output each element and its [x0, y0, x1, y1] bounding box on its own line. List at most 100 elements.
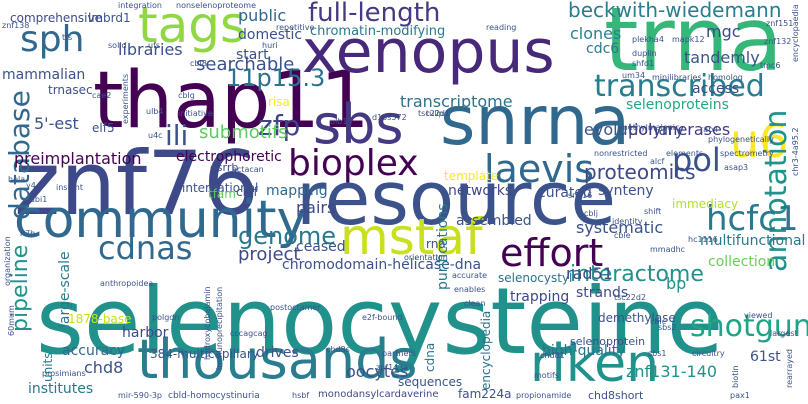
word-riken: riken: [530, 334, 660, 394]
word-cae2: cae2: [92, 91, 112, 100]
word-nonselenoproteome: nonselenoproteome: [176, 1, 256, 10]
word-prosimians: prosimians: [42, 369, 86, 378]
word-cblf: cblf: [236, 185, 258, 199]
word-international: international: [182, 181, 259, 195]
word-mstaf: mstaf: [340, 208, 483, 266]
word-elf5: elf5: [92, 121, 115, 135]
word-chd81: chd81: [540, 351, 565, 360]
word-searchable: searchable: [196, 54, 295, 75]
word-snx16: snx16: [568, 191, 593, 200]
word-hydroxycobalamin-rot: hydroxycobalamin: [203, 286, 212, 360]
word-60mum-rot: 60mum: [7, 305, 16, 336]
word-public: public: [238, 6, 287, 25]
word-propionamide: propionamide: [516, 391, 572, 400]
word-trapping: trapping: [510, 289, 570, 305]
word-comprehensive: comprehensive: [10, 11, 102, 25]
word-tfam: tfam: [208, 187, 236, 201]
word-znf151: znf151: [766, 19, 794, 28]
word-harbor: harbor: [122, 325, 169, 341]
word-hela: hela: [8, 175, 26, 184]
word-accuracy: accuracy: [62, 343, 126, 359]
word-mir-590-3p: mir-590-3p: [118, 391, 163, 400]
word-spectrometry: spectrometry: [720, 149, 774, 158]
word-resource: resource: [296, 156, 617, 242]
word-cblj: cblj: [584, 209, 598, 218]
word-transcribed: transcribed: [594, 69, 765, 104]
word-hsbf: hsbf: [292, 391, 310, 400]
word-huri: huri: [262, 41, 278, 50]
word-1878-base: 1878-base: [68, 312, 132, 326]
word-encyclopedia-rot: encyclopedia: [479, 310, 493, 390]
word-nonrestricted: nonrestricted: [594, 149, 648, 158]
word-preimplantation: preimplantation: [14, 149, 142, 168]
word-hcfc1: hcfc1: [706, 199, 799, 239]
word-partners: partners: [382, 349, 416, 358]
word-tulip: tulip: [426, 109, 444, 118]
word-shift: shift: [644, 207, 662, 216]
word-u4c: u4c: [148, 131, 163, 140]
word-sbs1: sbs1: [648, 349, 667, 358]
word-tags: tags: [138, 0, 247, 54]
word-xenopus: xenopus: [302, 17, 555, 87]
word-access: access: [692, 81, 740, 97]
word-sequences: sequences: [398, 375, 463, 389]
word-tsc22d1: tsc22d1: [418, 109, 451, 118]
word-drives: drives: [256, 345, 299, 361]
word-evolutionary: evolutionary: [584, 120, 685, 139]
word-cdc6: cdc6: [586, 41, 620, 57]
word-ulb4: ulb4: [146, 107, 164, 116]
word-cblc: cblc: [650, 317, 667, 326]
word-community: community: [14, 190, 308, 250]
word-enables: enables: [454, 285, 486, 294]
word-u6: u6: [730, 114, 789, 168]
word-alcf: alcf: [650, 157, 665, 166]
word-selenocysteine: selenocysteine: [36, 268, 724, 375]
word-esrrb: esrrb: [210, 161, 239, 174]
word-purifications-rot: purifications: [435, 203, 451, 290]
word-minilibraries: minilibraries: [652, 73, 702, 82]
word-assembled: assembled: [456, 213, 532, 229]
word-insight: insight: [56, 183, 83, 192]
word-trnasec: trnasec: [48, 83, 93, 97]
word-experiments-rot: experiments: [121, 73, 130, 124]
word-ili: ili: [165, 119, 189, 152]
word-rab4: rab4: [700, 125, 719, 134]
word-identity: identity: [612, 217, 643, 226]
word-transcriptome: transcriptome: [400, 92, 513, 111]
word-orientation: orientation: [404, 253, 448, 262]
word-ulb1: ulb1: [330, 117, 348, 126]
word-chr3-4a95-2-rot: chr3-4a95.2: [791, 127, 800, 176]
word-demethylase: demethylase: [598, 311, 676, 325]
word-tandemly: tandemly: [684, 48, 760, 67]
word-pairs: pairs: [296, 198, 336, 217]
word-bioplex: bioplex: [288, 143, 419, 184]
word-proteomics: proteomics: [584, 160, 696, 184]
word-snrna: snrna: [440, 82, 631, 161]
word-y4: y4: [26, 181, 36, 190]
word-effort: effort: [500, 231, 604, 275]
word-electrophoretic: electrophoretic: [176, 149, 282, 165]
word-interactome: interactome: [570, 262, 704, 287]
word-e2f-bound: e2f-bound: [362, 313, 403, 322]
word-chromodomain-helicase-dna: chromodomain-helicase-dna: [282, 257, 482, 273]
word-pax1: pax1: [730, 391, 750, 400]
word-sph: sph: [20, 19, 85, 60]
word-phylogenetically: phylogenetically: [708, 135, 774, 144]
word-high-quality: high-quality: [542, 343, 626, 359]
word-largest: largest: [770, 329, 798, 338]
word-znf138: znf138: [2, 21, 30, 30]
word-fam224a: fam224a: [458, 387, 512, 401]
word-networks: networks: [448, 183, 513, 199]
word-mapk12: mapk12: [672, 35, 705, 44]
word-mgc: mgc: [706, 22, 741, 41]
word-polymerases: polymerases: [628, 120, 731, 139]
word-ceased: ceased: [296, 239, 346, 255]
word-reading: reading: [486, 23, 517, 32]
word-biotin-rot: biotin: [731, 365, 740, 388]
word-polgdn: polgdn: [152, 313, 180, 322]
word-h7h: h7h: [20, 229, 36, 238]
word-mmadhc: mmadhc: [650, 245, 686, 254]
word-61st: 61st: [750, 349, 781, 365]
word-clean: clean: [464, 299, 486, 308]
word-cbl8: cbl8: [190, 59, 207, 68]
